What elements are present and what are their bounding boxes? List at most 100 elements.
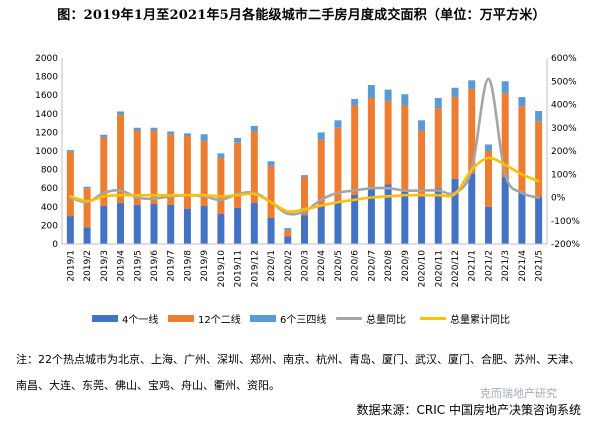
x-tick-label: 2020/2 (284, 250, 294, 282)
bar-segment (434, 108, 442, 189)
bar-segment (267, 217, 275, 244)
bar-segment (66, 151, 74, 217)
bar-segment (501, 81, 509, 94)
bar-segment (317, 139, 325, 205)
y-left-tick-label: 200 (41, 221, 58, 231)
bar-segment (367, 187, 375, 244)
bar-segment (117, 203, 125, 244)
bar-segment (301, 215, 308, 244)
bar-segment (484, 144, 492, 151)
y-right-tick-label: 100% (551, 170, 577, 180)
x-tick-label: 2020/3 (301, 250, 311, 282)
bar-segment (401, 191, 409, 244)
bar-segment (418, 120, 426, 131)
bar-segment (100, 134, 108, 138)
x-tick-label: 2019/4 (117, 250, 127, 282)
x-tick-label: 2019/5 (133, 250, 143, 282)
y-right-tick-label: 200% (551, 147, 577, 157)
legend-item-tier1: 4个一线 (92, 311, 158, 326)
x-tick-label: 2020/7 (367, 250, 377, 282)
footnote: 注：22个热点城市为北京、上海、广州、深圳、郑州、南京、杭州、青岛、厦门、武汉、… (16, 353, 580, 392)
bar-segment (301, 177, 308, 216)
x-tick-label: 2019/1 (66, 250, 76, 282)
bar-segment (401, 105, 409, 192)
bar-segment (100, 137, 108, 206)
bar-segment (217, 213, 225, 244)
x-tick-label: 2020/10 (418, 250, 428, 288)
bar-segment (150, 130, 158, 205)
bar-segment (384, 89, 392, 101)
x-tick-label: 2020/6 (351, 250, 361, 282)
bar-segment (418, 130, 426, 196)
legend-swatch-tier3 (250, 315, 276, 322)
bar-segment (317, 132, 325, 140)
bar-segment (284, 228, 292, 231)
x-tick-label: 2021/3 (501, 250, 511, 282)
bar-segment (200, 134, 208, 141)
legend-label-tier2: 12个二线 (198, 315, 241, 326)
x-tick-label: 2019/8 (183, 250, 193, 282)
bar-segment (234, 207, 242, 244)
bar-segment (217, 153, 225, 158)
chart-title: 图：2019年1月至2021年5月各能级城市二手房月度成交面积（单位：万平方米） (57, 8, 546, 23)
bar-segment (234, 137, 242, 143)
bar-segment (150, 127, 158, 131)
x-tick-label: 2020/8 (384, 250, 394, 282)
x-tick-label: 2019/2 (83, 250, 93, 282)
bar-segment (501, 177, 509, 244)
bar-segment (535, 111, 543, 122)
bar-segment (518, 191, 526, 244)
x-tick-label: 2020/11 (434, 250, 444, 287)
legend-label-cum-yoy: 总量累计同比 (450, 315, 510, 326)
bar-segment (384, 184, 392, 244)
legend-swatch-yoy (336, 317, 362, 320)
legend-label-yoy: 总量同比 (366, 315, 406, 326)
y-left-tick-label: 1000 (35, 147, 58, 157)
bar-segment (183, 208, 191, 244)
legend-item-tier2: 12个二线 (168, 311, 241, 326)
bar-segment (434, 188, 442, 244)
bar-segment (117, 111, 125, 115)
bar-segment (484, 206, 492, 244)
bar-segment (250, 125, 258, 132)
bar-segment (518, 106, 526, 192)
x-tick-label: 2019/6 (150, 250, 160, 282)
series-line (69, 156, 540, 213)
x-tick-label: 2020/9 (401, 250, 411, 282)
bar-segment (250, 131, 258, 204)
legend-label-tier3: 6个三四线 (280, 315, 327, 326)
bar-segment (334, 127, 342, 201)
x-tick-label: 2019/12 (250, 250, 260, 287)
bar-segment (535, 121, 543, 197)
x-tick-label: 2019/7 (167, 250, 177, 282)
bar-segment (501, 93, 509, 178)
bar-segment (384, 100, 392, 185)
bar-segment (66, 150, 74, 152)
x-tick-label: 2019/3 (100, 250, 110, 282)
bar-segment (117, 114, 125, 204)
bar-segment (200, 205, 208, 244)
bar-segment (468, 80, 476, 89)
legend-swatch-cum-yoy (420, 317, 446, 320)
bar-segment (167, 131, 175, 135)
bar-segment (183, 136, 191, 209)
y-left-tick-label: 600 (41, 184, 58, 194)
bar-segment (451, 87, 459, 98)
y-right-tick-label: -200% (551, 240, 580, 250)
bar-segment (535, 196, 543, 244)
bar-segment (133, 130, 141, 205)
legend: 4个一线 12个二线 6个三四线 总量同比 总量累计同比 (0, 311, 603, 329)
bar-segment (367, 84, 375, 98)
x-tick-label: 2019/11 (234, 250, 244, 287)
y-right-tick-label: -100% (551, 217, 580, 227)
legend-label-tier1: 4个一线 (122, 315, 159, 326)
y-left-tick-label: 2000 (35, 54, 58, 64)
x-tick-label: 2021/1 (468, 250, 478, 282)
bar-segment (518, 97, 526, 107)
x-tick-label: 2019/9 (200, 250, 210, 282)
bar-segment (217, 157, 225, 214)
bar-segment (367, 97, 375, 188)
bar-segment (267, 165, 275, 218)
y-left-tick-label: 800 (41, 166, 58, 176)
x-tick-label: 2019/10 (217, 250, 227, 288)
